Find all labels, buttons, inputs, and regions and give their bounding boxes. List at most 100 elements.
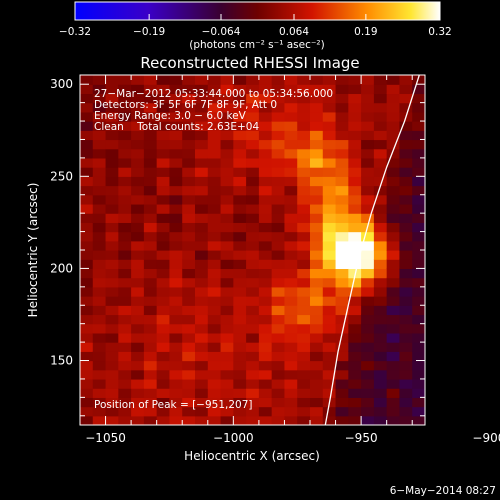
heatmap-cell [361,360,375,371]
heatmap-cell [220,111,234,122]
heatmap-cell [335,342,349,352]
heatmap-cell [335,332,349,343]
heatmap-cell [412,360,425,371]
heatmap-cell [335,259,349,270]
heatmap-cell [310,231,324,242]
heatmap-cell [143,121,158,131]
heatmap-cell [156,84,171,95]
heatmap-cell [258,111,273,122]
heatmap-cell [131,277,145,288]
heatmap-cell [80,388,94,398]
heatmap-cell [335,250,349,260]
heatmap-cell [373,259,388,270]
heatmap-cell [207,342,222,352]
heatmap-cell [182,167,196,177]
annotation-energy: Energy Range: 3.0 − 6.0 keV [94,110,247,122]
heatmap-cell [131,332,145,343]
heatmap-cell [207,277,222,288]
heatmap-cell [131,369,145,380]
heatmap-cell [182,305,196,316]
heatmap-cell [335,75,349,85]
heatmap-cell [399,277,413,288]
heatmap-cell [361,75,375,85]
heatmap-cell [271,111,286,122]
colorbar-tick-label: −0.064 [202,26,241,38]
heatmap-cell [92,286,107,297]
heatmap-cell [207,388,222,398]
heatmap-cell [143,388,158,398]
colorbar-tick-label: −0.19 [133,26,165,38]
heatmap-cell [80,194,94,205]
heatmap-cell [105,332,119,343]
heatmap-cell [361,148,375,159]
heatmap-cell [284,102,298,113]
heatmap-cell [258,397,273,408]
heatmap-cell [322,93,337,104]
heatmap-cell [373,332,388,343]
heatmap-cell [284,240,298,251]
heatmap-cell [105,378,119,389]
heatmap-cell [399,286,413,297]
heatmap-cell [258,406,273,417]
heatmap-cell [373,388,388,398]
heatmap-cell [80,415,94,425]
heatmap-cell [92,139,107,150]
heatmap-cell [348,176,362,187]
heatmap-cell [182,388,196,398]
chart-title: Reconstructed RHESSI Image [140,54,359,72]
heatmap-cell [310,277,324,288]
heatmap-cell [412,388,425,398]
heatmap-cell [220,176,234,187]
heatmap-cell [271,296,286,306]
heatmap-cell [322,378,337,389]
heatmap-cell [310,111,324,122]
heatmap-cell [373,75,388,85]
heatmap-cell [373,406,388,417]
heatmap-cell [182,157,196,168]
heatmap-cell [118,102,132,113]
heatmap-cell [246,314,260,325]
heatmap-cell [182,240,196,251]
heatmap-cell [246,250,260,260]
heatmap-cell [361,406,375,417]
heatmap-cell [399,194,413,205]
heatmap-cell [399,176,413,187]
heatmap-cell [207,75,222,85]
heatmap-cell [348,296,362,306]
heatmap-cell [386,84,401,95]
heatmap-cell [412,102,425,113]
heatmap-cell [412,323,425,334]
heatmap-cell [412,250,425,260]
heatmap-cell [143,305,158,316]
heatmap-cell [220,415,234,425]
heatmap-cell [207,351,222,362]
heatmap-cell [169,323,183,334]
heatmap-cell [207,102,222,113]
heatmap-cell [310,102,324,113]
heatmap-cell [246,378,260,389]
heatmap-cell [169,231,183,242]
heatmap-cell [361,332,375,343]
heatmap-cell [412,286,425,297]
heatmap-cell [310,342,324,352]
heatmap-cell [182,296,196,306]
heatmap-cell [335,176,349,187]
heatmap-cell [195,415,209,425]
heatmap-cell [143,397,158,408]
heatmap-cell [297,139,311,150]
heatmap-cell [156,139,171,150]
heatmap-cell [80,351,94,362]
heatmap-cell [284,332,298,343]
colorbar-tick-label: −0.32 [59,26,91,38]
heatmap-cell [399,139,413,150]
heatmap-cell [310,296,324,306]
heatmap-cell [386,121,401,131]
heatmap-cell [156,259,171,270]
heatmap-cell [335,388,349,398]
heatmap-cell [207,84,222,95]
heatmap-cell [361,130,375,141]
heatmap-cell [246,351,260,362]
heatmap-cell [373,130,388,141]
heatmap-cell [207,250,222,260]
heatmap-cell [220,231,234,242]
